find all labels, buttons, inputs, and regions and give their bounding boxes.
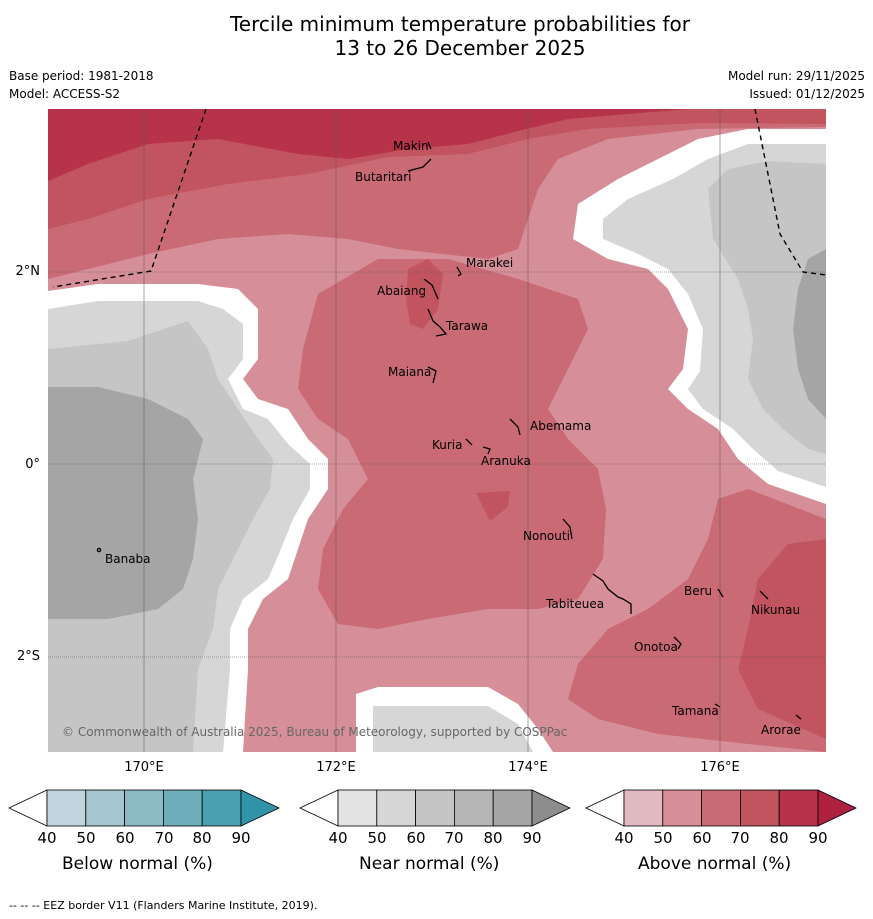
region-near-50-south — [373, 706, 533, 752]
above-tick-80: 80 — [769, 829, 789, 847]
lon-label-176e: 176°E — [700, 760, 740, 775]
model-run: Model run: 29/11/2025 — [727, 69, 865, 83]
near-swatch — [492, 789, 533, 827]
above-swatch — [740, 789, 780, 827]
place-nonouti: Nonouti — [523, 529, 570, 543]
lat-label-2n: 2°N — [15, 264, 41, 279]
place-marakei: Marakei — [466, 256, 514, 270]
below-tick-40: 40 — [37, 829, 57, 847]
title-line-1: Tercile minimum temperature probabilitie… — [229, 12, 691, 36]
place-tamana: Tamana — [672, 704, 719, 718]
lon-label-170e: 170°E — [124, 760, 164, 775]
place-banaba: Banaba — [105, 552, 151, 566]
below-tick-60: 60 — [115, 829, 135, 847]
above-swatch — [701, 789, 741, 827]
place-tarawa: Tarawa — [446, 319, 489, 333]
eez-border — [52, 109, 826, 288]
region-above-70-southeast — [738, 539, 826, 739]
near-tick-40: 40 — [328, 829, 348, 847]
island-outlines — [96, 141, 802, 720]
graticule — [48, 109, 826, 752]
above-low-arrow — [585, 789, 625, 827]
place-arorae: Arorae — [761, 723, 801, 737]
below-swatch — [201, 789, 242, 827]
below-tick-70: 70 — [154, 829, 174, 847]
region-above-70-south-patch — [476, 491, 510, 521]
place-abemama: Abemama — [530, 419, 592, 433]
above-swatch — [662, 789, 702, 827]
colorbar-near — [299, 789, 571, 827]
near-swatch — [453, 789, 494, 827]
lat-label-2s: 2°S — [16, 649, 40, 664]
near-swatch — [415, 789, 455, 827]
near-swatch — [376, 789, 416, 827]
legend-colorbars — [8, 789, 857, 827]
place-kuria: Kuria — [432, 438, 463, 452]
above-swatch — [623, 789, 664, 827]
region-above-60-central — [298, 259, 606, 629]
map-panel — [48, 109, 826, 752]
above-tick-50: 50 — [653, 829, 673, 847]
near-tick-60: 60 — [406, 829, 426, 847]
region-near-70-east — [793, 249, 826, 419]
lat-label-0: 0° — [25, 457, 40, 472]
colorbar-above — [585, 789, 857, 827]
near-tick-80: 80 — [483, 829, 503, 847]
near-high-arrow — [531, 789, 571, 827]
meta-left: Base period: 1981-2018 Model: ACCESS-S2 — [9, 67, 154, 103]
near-low-arrow — [299, 789, 339, 827]
near-tick-90: 90 — [522, 829, 542, 847]
near-swatch — [337, 789, 378, 827]
above-tick-70: 70 — [730, 829, 750, 847]
place-tabiteuea: Tabiteuea — [546, 597, 605, 611]
map-title: Tercile minimum temperature probabilitie… — [0, 12, 873, 60]
below-swatch — [85, 789, 126, 827]
probability-map — [48, 109, 826, 752]
colorbar-below — [8, 789, 280, 827]
near-normal-label: Near normal (%) — [359, 854, 500, 874]
region-near-60-east — [708, 161, 826, 454]
place-nikunau: Nikunau — [751, 603, 801, 617]
region-near-70-west — [48, 387, 203, 619]
lon-label-172e: 172°E — [316, 760, 356, 775]
below-low-arrow — [8, 789, 48, 827]
below-high-arrow — [240, 789, 280, 827]
below-tick-50: 50 — [76, 829, 96, 847]
near-tick-70: 70 — [444, 829, 464, 847]
below-normal-label: Below normal (%) — [62, 854, 213, 874]
place-onotoa: Onotoa — [634, 640, 678, 654]
above-tick-60: 60 — [692, 829, 712, 847]
above-swatch — [778, 789, 819, 827]
below-swatch — [162, 789, 203, 827]
base-period: Base period: 1981-2018 — [9, 69, 154, 83]
title-line-2: 13 to 26 December 2025 — [334, 36, 586, 60]
above-tick-40: 40 — [614, 829, 634, 847]
copyright-notice: © Commonwealth of Australia 2025, Bureau… — [62, 725, 568, 739]
above-tick-90: 90 — [808, 829, 828, 847]
place-maiana: Maiana — [388, 365, 432, 379]
lon-label-174e: 174°E — [508, 760, 548, 775]
region-above-70-tarawa — [406, 259, 443, 329]
above-high-arrow — [817, 789, 857, 827]
place-butaritari: Butaritari — [355, 170, 412, 184]
near-tick-50: 50 — [367, 829, 387, 847]
place-beru: Beru — [684, 584, 713, 598]
below-swatch — [124, 789, 164, 827]
place-makin: Makin — [393, 139, 429, 153]
issued-date: Issued: 01/12/2025 — [749, 87, 865, 101]
place-aranuka: Aranuka — [481, 454, 531, 468]
below-tick-90: 90 — [231, 829, 251, 847]
place-abaiang: Abaiang — [377, 284, 427, 298]
below-swatch — [46, 789, 87, 827]
below-tick-80: 80 — [192, 829, 212, 847]
model-name: Model: ACCESS-S2 — [9, 87, 121, 101]
meta-right: Model run: 29/11/2025 Issued: 01/12/2025 — [728, 67, 865, 103]
eez-footnote: -- -- -- EEZ border V11 (Flanders Marine… — [9, 899, 318, 912]
above-normal-label: Above normal (%) — [638, 854, 792, 874]
